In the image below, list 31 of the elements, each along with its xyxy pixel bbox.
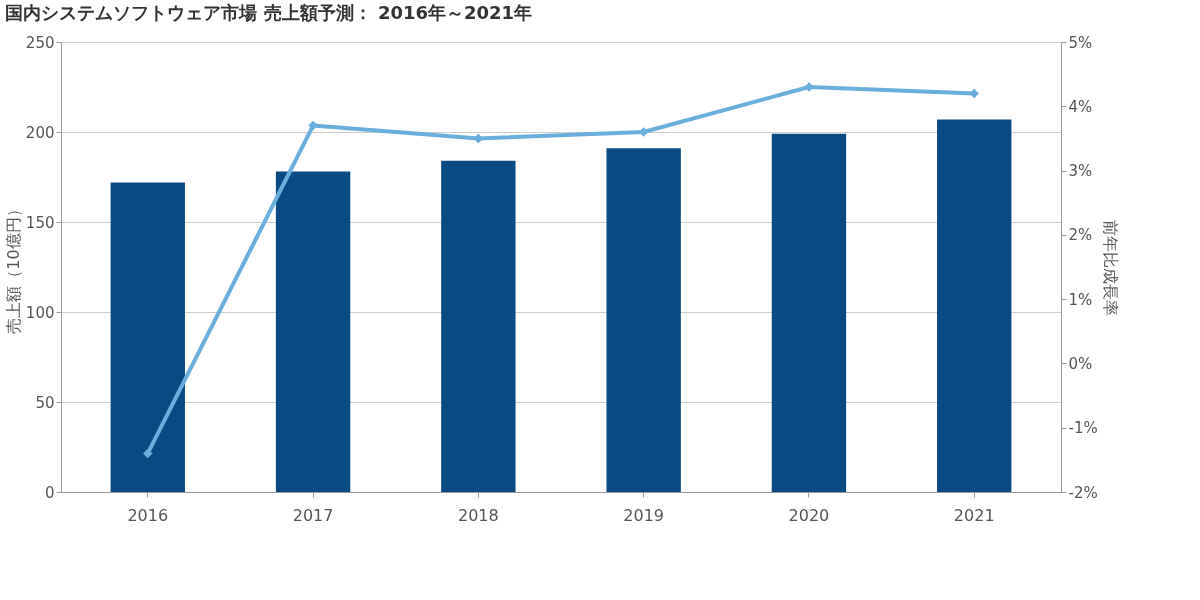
x-tick-label: 2020 — [788, 505, 830, 525]
y2-tick-label: -1% — [1068, 419, 1098, 438]
y2-tick-label: 3% — [1068, 162, 1093, 181]
y-tick-label: 50 — [35, 393, 55, 412]
y-tick-label: 150 — [25, 213, 55, 232]
x-tick-label: 2019 — [623, 505, 664, 525]
bar — [110, 182, 185, 492]
x-tick-label: 2018 — [458, 505, 499, 525]
y-tick-label: 200 — [25, 123, 55, 142]
y2-tick-label: 4% — [1068, 97, 1093, 116]
bar — [441, 160, 516, 492]
y2-tick-label: 2% — [1068, 226, 1093, 245]
bar — [606, 148, 681, 492]
x-tick-label: 2017 — [292, 505, 334, 525]
point — [308, 120, 318, 131]
y-tick-label: 100 — [25, 303, 55, 322]
bar — [771, 133, 847, 492]
y-tick-label: 0 — [44, 483, 55, 502]
x-tick-label: 2021 — [953, 505, 995, 525]
x-tick-label: 2016 — [127, 505, 169, 525]
bar — [275, 171, 351, 492]
y2-tick-label: 1% — [1068, 290, 1093, 309]
y2-tick-label: 0% — [1068, 354, 1093, 373]
bar — [937, 119, 1012, 492]
y-axis-title: 売上額（10億円） — [3, 201, 23, 334]
y2-tick-label: 5% — [1068, 33, 1093, 52]
point — [143, 448, 153, 459]
chart-title: 国内システムソフトウェア市場 売上額予測： 2016年～2021年 — [5, 2, 533, 23]
y-tick-label: 250 — [25, 33, 55, 52]
y2-tick-label: -2% — [1068, 483, 1098, 502]
y2-axis-title: 前年比成長率 — [1100, 219, 1120, 316]
